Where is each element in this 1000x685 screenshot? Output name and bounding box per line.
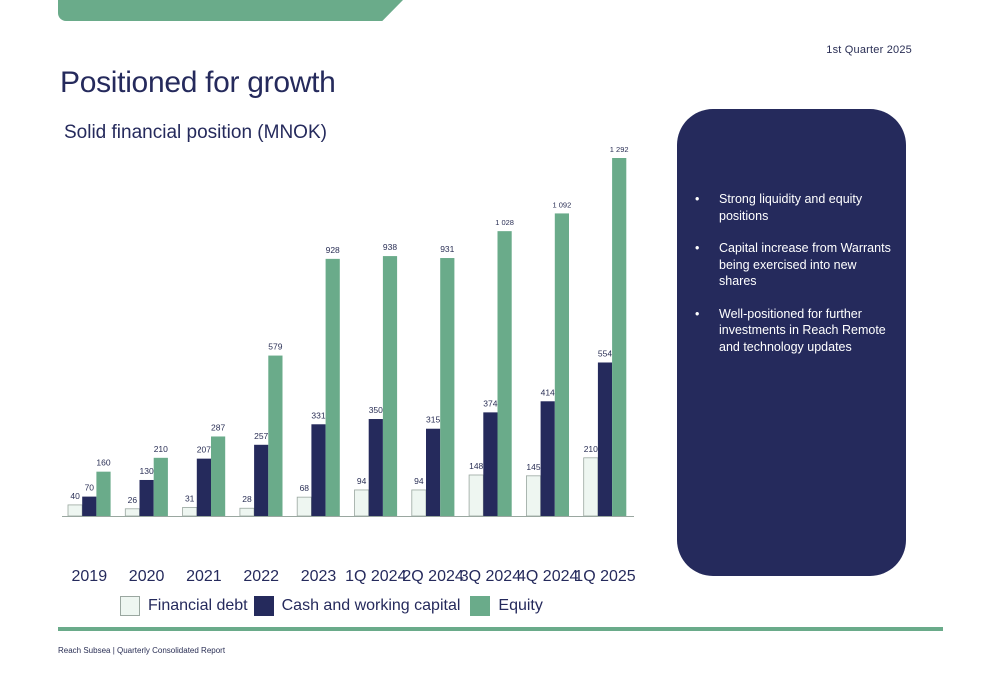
bar-equity	[325, 258, 340, 516]
category-label: 2023	[301, 568, 337, 585]
bar-cash-and-working-capital	[254, 444, 269, 516]
top-accent-bar	[58, 0, 403, 21]
bar-cash-and-working-capital	[540, 401, 555, 516]
legend-item-equity: Equity	[470, 596, 543, 616]
bar-financial-debt	[354, 489, 370, 517]
bar-equity	[497, 231, 512, 516]
legend-label-financial-debt: Financial debt	[148, 597, 248, 614]
legend-item-financial-debt: Financial debt	[120, 596, 248, 616]
bar-value-label: 40	[70, 491, 80, 501]
category-label: 1Q 2024	[345, 568, 406, 585]
bar-cash-and-working-capital	[196, 458, 211, 516]
bar-value-label: 148	[469, 461, 483, 471]
bar-financial-debt	[182, 507, 198, 517]
highlight-text: Capital increase from Warrants being exe…	[719, 241, 891, 288]
highlights-list: • Strong liquidity and equity positions •…	[695, 191, 895, 371]
bar-value-label: 145	[526, 462, 540, 472]
bullet-icon: •	[695, 241, 700, 255]
bar-value-label: 579	[268, 342, 282, 352]
bar-financial-debt	[296, 496, 312, 517]
bar-value-label: 928	[326, 245, 340, 255]
bar-financial-debt	[67, 504, 83, 517]
bar-equity	[153, 457, 168, 516]
category-label: 2022	[243, 568, 279, 585]
bar-financial-debt	[411, 489, 427, 517]
footer-text: Reach Subsea | Quarterly Consolidated Re…	[58, 646, 226, 655]
bar-value-label: 160	[96, 458, 110, 468]
highlight-text: Well-positioned for further investments …	[719, 306, 886, 354]
bar-financial-debt	[239, 507, 255, 517]
bar-financial-debt	[124, 508, 140, 517]
bar-value-label: 94	[414, 476, 424, 486]
bar-value-label: 130	[140, 466, 154, 476]
bar-value-label: 26	[128, 495, 138, 505]
bar-cash-and-working-capital	[139, 479, 154, 516]
bar-financial-debt	[583, 457, 599, 517]
bar-equity	[554, 213, 569, 516]
bar-cash-and-working-capital	[426, 428, 441, 516]
category-label: 4Q 2024	[517, 568, 578, 585]
bar-cash-and-working-capital	[597, 362, 613, 516]
chart-title: Solid financial position (MNOK)	[64, 122, 327, 143]
legend-swatch-cash	[253, 596, 274, 616]
report-period: 1st Quarter 2025	[826, 44, 912, 56]
legend-swatch-financial-debt	[120, 596, 140, 616]
highlight-text: Strong liquidity and equity positions	[719, 192, 863, 223]
legend-item-cash: Cash and working capital	[253, 596, 461, 616]
bar-value-label: 315	[426, 415, 440, 425]
category-label: 1Q 2025	[574, 568, 635, 585]
bar-equity	[211, 436, 226, 516]
highlight-item: • Capital increase from Warrants being ex…	[695, 240, 895, 290]
highlights-panel: • Strong liquidity and equity positions •…	[677, 109, 906, 576]
chart-legend: Financial debt Cash and working capital …	[120, 596, 549, 616]
bar-equity	[96, 471, 111, 516]
bar-value-label: 31	[185, 493, 195, 503]
bar-value-label: 257	[254, 431, 268, 441]
highlight-item: • Strong liquidity and equity positions	[695, 191, 895, 224]
bar-value-label: 554	[598, 348, 612, 358]
bar-value-label: 931	[440, 244, 454, 254]
bar-value-label: 210	[154, 444, 168, 454]
legend-swatch-equity	[470, 596, 491, 616]
bar-value-label: 207	[197, 445, 211, 455]
bar-cash-and-working-capital	[82, 496, 97, 516]
bar-value-label: 1 028	[495, 218, 514, 227]
category-label: 2Q 2024	[402, 568, 463, 585]
bar-financial-debt	[468, 474, 484, 517]
financial-position-chart: 40 70 160 2019 26 130 210 2020 31 207 287 2021 28 257…	[62, 145, 636, 585]
bar-value-label: 374	[483, 398, 497, 408]
category-label: 2020	[129, 568, 165, 585]
bar-financial-debt	[526, 475, 542, 517]
bar-value-label: 938	[383, 242, 397, 252]
bar-value-label: 28	[242, 494, 252, 504]
bar-value-label: 94	[357, 476, 367, 486]
bar-value-label: 350	[369, 405, 383, 415]
bar-cash-and-working-capital	[311, 424, 326, 516]
bullet-icon: •	[695, 192, 700, 206]
category-label: 2019	[72, 568, 108, 585]
highlight-item: • Well-positioned for further investments…	[695, 306, 895, 356]
bar-cash-and-working-capital	[368, 419, 383, 516]
bar-value-label: 70	[85, 483, 95, 493]
bar-equity	[268, 355, 283, 516]
bar-equity	[612, 158, 627, 516]
bar-cash-and-working-capital	[483, 412, 498, 516]
bar-value-label: 210	[584, 444, 598, 454]
page-title: Positioned for growth	[60, 66, 336, 99]
bar-value-label: 331	[311, 410, 325, 420]
legend-label-cash: Cash and working capital	[281, 597, 461, 614]
bar-value-label: 1 092	[553, 200, 572, 209]
legend-label-equity: Equity	[498, 597, 543, 614]
bar-value-label: 414	[541, 387, 555, 397]
category-label: 2021	[186, 568, 222, 585]
bar-equity	[382, 256, 398, 516]
bullet-icon: •	[695, 306, 700, 321]
category-label: 3Q 2024	[460, 568, 521, 585]
bar-equity	[440, 258, 455, 516]
bar-value-label: 1 292	[610, 145, 629, 154]
bottom-accent-bar	[58, 627, 943, 631]
bar-value-label: 287	[211, 422, 225, 432]
bar-value-label: 68	[300, 483, 310, 493]
